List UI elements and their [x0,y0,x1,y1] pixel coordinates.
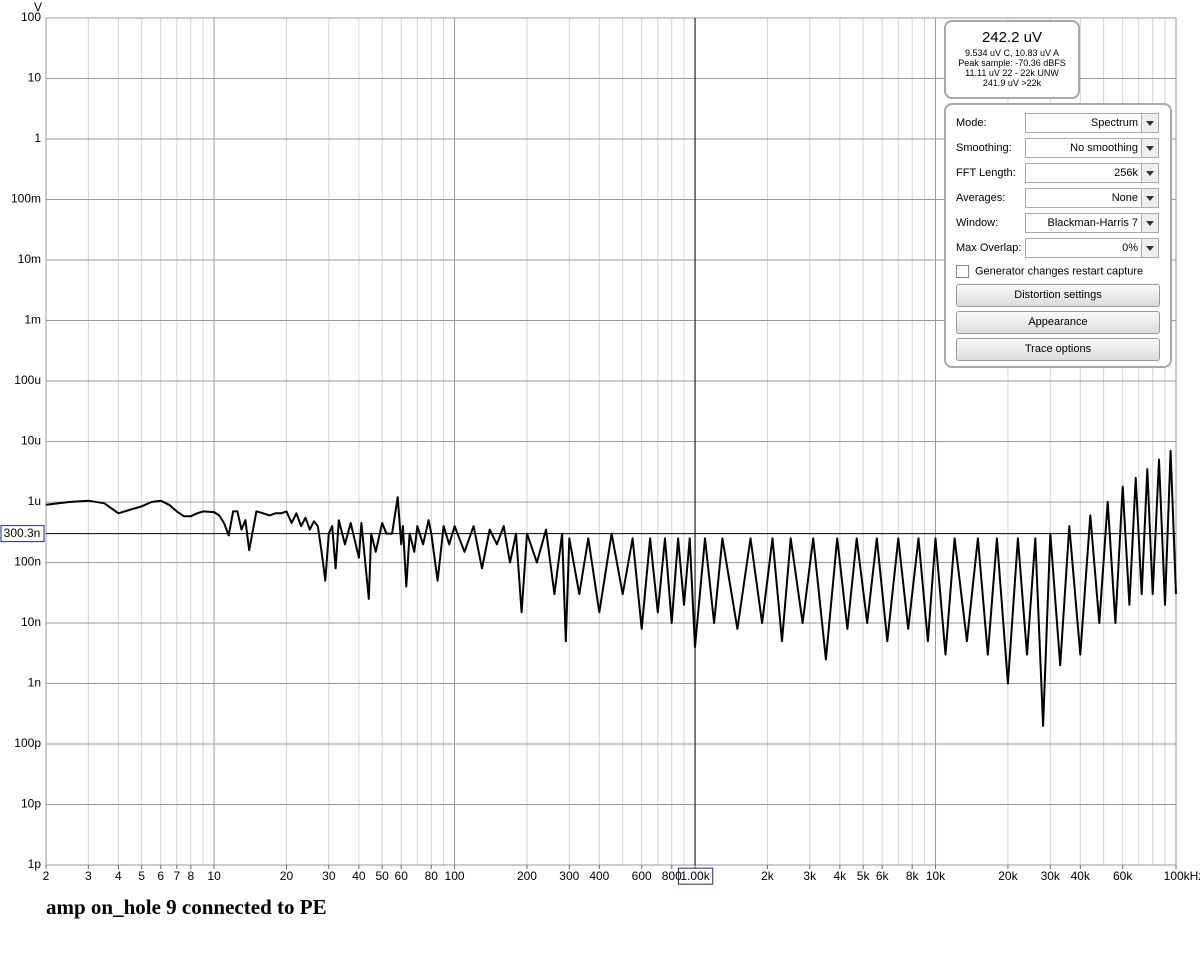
dropdown-arrow[interactable] [1141,139,1158,157]
control-row: Averages: None [956,188,1162,208]
x-tick-label: 100 [445,869,465,883]
control-label: Max Overlap: [956,242,1022,254]
y-tick-label: 10 [28,71,42,85]
readout-line: Peak sample: -70.36 dBFS [958,58,1066,68]
y-unit: V [34,0,42,14]
dropdown[interactable]: Blackman-Harris 7 [1025,213,1159,233]
control-label: FFT Length: [956,167,1016,179]
readout-line: 9.534 uV C, 10.83 uV A [964,48,1060,58]
x-tick-label: 5 [138,869,145,883]
dropdown-value: Blackman-Harris 7 [1047,217,1138,229]
checkbox-label: Generator changes restart capture [975,265,1144,278]
readout-line: 11.11 uV 22 - 22k UNW [965,68,1059,78]
x-tick-label: 40 [352,869,366,883]
dropdown-value: 256k [1114,167,1138,179]
x-tick-label: 20k [998,869,1018,883]
dropdown-arrow[interactable] [1141,189,1158,207]
y-tick-label: 1n [28,676,41,690]
y-tick-label: 100u [14,373,41,387]
x-tick-label: 60 [395,869,409,883]
trace [45,449,1177,727]
y-tick-label: 10n [21,615,41,629]
dropdown-value: None [1111,192,1138,204]
dropdown-arrow[interactable] [1141,239,1158,257]
dropdown-arrow[interactable] [1141,164,1158,182]
x-tick-label: 600 [632,869,652,883]
y-tick-label: 10m [18,252,41,266]
dropdown[interactable]: 256k [1025,163,1159,183]
x-tick-label: 4k [833,869,847,883]
x-tick-label: 7 [173,869,180,883]
dropdown[interactable]: None [1025,188,1159,208]
y-tick-label: 100 [21,10,41,24]
x-tick-label: 10 [207,869,221,883]
button[interactable]: Trace options [956,338,1160,361]
y-tick-label: 10u [21,434,41,448]
x-tick-label: 300 [559,869,579,883]
x-tick-label: 2k [761,869,775,883]
y-tick-label: 100n [14,555,41,569]
x-tick-label: 3 [85,869,92,883]
y-tick-label: 1 [34,131,41,145]
dropdown-arrow[interactable] [1141,214,1158,232]
control-row: Window: Blackman-Harris 7 [956,213,1162,233]
readout: 242.2 uV 9.534 uV C, 10.83 uV A Peak samp… [944,20,1080,99]
x-tick-label: 200 [517,869,537,883]
button[interactable]: Distortion settings [956,284,1160,307]
control-label: Smoothing: [956,142,1012,154]
y-tick-label: 1m [24,313,41,327]
checkbox-box[interactable] [956,265,969,278]
x-tick-label: 1.00k [680,869,710,883]
cursor-y-label: 300.3n [4,526,41,540]
y-tick-label: 1p [28,857,42,871]
dropdown[interactable]: Spectrum [1025,113,1159,133]
dropdown-value: Spectrum [1090,117,1138,129]
cursor-y-box [0,525,45,543]
x-tick-label: 8k [906,869,920,883]
x-tick-label: 20 [280,869,294,883]
x-tick-label: 6 [157,869,164,883]
x-tick-label: 6k [876,869,890,883]
checkbox[interactable]: Generator changes restart capture [956,265,1143,278]
x-tick-label: 60k [1113,869,1133,883]
y-tick-label: 10p [21,797,41,811]
x-tick-label: 80 [425,869,439,883]
dropdown[interactable]: 0% [1025,238,1159,258]
control-row: FFT Length: 256k [956,163,1162,183]
cursor-x-box [677,867,714,885]
x-tick-label: 10k [926,869,946,883]
control-label: Window: [956,217,999,229]
x-tick-label: 3k [803,869,817,883]
x-tick-label: 100kHz [1164,869,1200,883]
control-panel: Mode: Spectrum Smoothing: No smoothing FFT L… [944,103,1172,368]
x-tick-label: 4 [115,869,122,883]
x-tick-label: 50 [375,869,389,883]
x-tick-label: 800 [662,869,682,883]
control-row: Mode: Spectrum [956,113,1162,133]
y-tick-label: 100p [14,736,41,750]
y-tick-label: 100m [11,192,41,206]
control-label: Mode: [956,117,987,129]
x-tick-label: 5k [857,869,871,883]
x-tick-label: 30 [322,869,336,883]
x-tick-label: 2 [43,869,50,883]
x-tick-label: 40k [1071,869,1091,883]
chart-title: amp on_hole 9 connected to PE [46,895,327,919]
readout-line: 241.9 uV >22k [982,78,1042,88]
x-tick-label: 30k [1041,869,1061,883]
control-row: Max Overlap: 0% [956,238,1162,258]
dropdown[interactable]: No smoothing [1025,138,1159,158]
dropdown-arrow[interactable] [1141,114,1158,132]
button[interactable]: Appearance [956,311,1160,334]
y-tick-label: 1u [28,494,41,508]
readout-main: 242.2 uV [981,29,1043,46]
control-label: Averages: [956,192,1006,204]
x-tick-label: 400 [589,869,609,883]
control-row: Smoothing: No smoothing [956,138,1162,158]
dropdown-value: No smoothing [1070,142,1138,154]
x-tick-label: 8 [187,869,194,883]
dropdown-value: 0% [1122,242,1138,254]
